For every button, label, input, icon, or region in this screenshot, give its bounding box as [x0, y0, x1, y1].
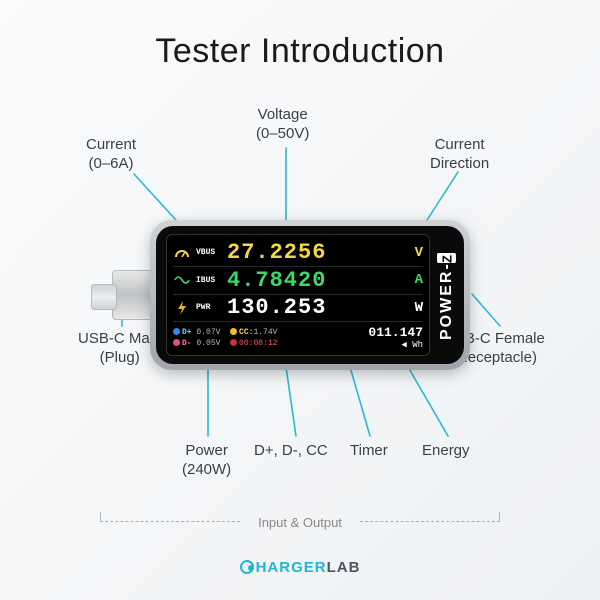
- logo-part2: LAB: [327, 559, 361, 576]
- callout-timer: Timer: [350, 442, 388, 461]
- logo-part1: HARGER: [256, 559, 327, 576]
- reading-value: 27.2256: [227, 240, 408, 265]
- timer-value: 00:08:12: [239, 339, 277, 348]
- reading-unit: V: [415, 245, 423, 261]
- logo-icon: [240, 560, 254, 574]
- callout-voltage: Voltage (0–50V): [256, 106, 309, 144]
- bottom-strip: D+ 0.07V CC:1.74V D- 0.05V 00:08:12 011.…: [173, 325, 423, 350]
- reading-label: VBUS: [196, 248, 222, 257]
- energy-block: 011.147 ◀ Wh: [368, 325, 423, 350]
- bolt-icon: [173, 299, 191, 317]
- dm-dot: [173, 339, 180, 346]
- callout-label: Current: [435, 136, 485, 153]
- callout-label: Voltage: [258, 106, 308, 123]
- usb-c-plug: [112, 270, 152, 320]
- brand-text: POWER-: [438, 263, 456, 341]
- device-bezel: POWER-Z VBUS 27.2256 V IBUS 4.: [156, 226, 464, 364]
- callout-sub: (0–50V): [256, 125, 309, 144]
- callout-label: Energy: [422, 442, 470, 459]
- callout-label: USB-C Male: [78, 330, 161, 347]
- callout-sub: (240W): [182, 461, 231, 480]
- page-title: Tester Introduction: [0, 32, 600, 71]
- cc-label: CC:1.74V: [239, 328, 277, 337]
- tester-device: POWER-Z VBUS 27.2256 V IBUS 4.: [150, 220, 470, 370]
- callout-sub: Direction: [430, 155, 489, 174]
- row-pwr: PWR 130.253 W: [173, 295, 423, 320]
- reading-value: 4.78420: [227, 268, 408, 293]
- callout-sub: (0–6A): [86, 155, 136, 174]
- cc-dot: [230, 328, 237, 335]
- device-screen: VBUS 27.2256 V IBUS 4.78420 A: [166, 234, 430, 356]
- callout-label: Timer: [350, 442, 388, 459]
- callout-current: Current (0–6A): [86, 136, 136, 174]
- callout-direction: Current Direction: [430, 136, 489, 174]
- dp-dot: [173, 328, 180, 335]
- chargerlab-logo: HARGERLAB: [0, 559, 600, 576]
- dm-label: D- 0.05V: [182, 339, 220, 348]
- callout-energy: Energy: [422, 442, 470, 461]
- row-ibus: IBUS 4.78420 A: [173, 268, 423, 293]
- io-label: Input & Output: [0, 515, 600, 530]
- callout-label: Power: [185, 442, 228, 459]
- callout-dpdm: D+, D-, CC: [254, 442, 328, 461]
- reading-label: PWR: [196, 303, 222, 312]
- energy-unit: Wh: [412, 340, 423, 350]
- gauge-icon: [173, 244, 191, 262]
- dp-label: D+ 0.07V: [182, 328, 220, 337]
- timer-dot: [230, 339, 237, 346]
- row-vbus: VBUS 27.2256 V: [173, 240, 423, 265]
- brand-suffix: Z: [438, 253, 457, 263]
- reading-unit: W: [415, 300, 423, 316]
- reading-unit: A: [415, 272, 423, 288]
- callout-power: Power (240W): [182, 442, 231, 480]
- brand-label: POWER-Z: [434, 226, 460, 364]
- wave-icon: [173, 271, 191, 289]
- callout-label: Current: [86, 136, 136, 153]
- reading-label: IBUS: [196, 276, 222, 285]
- callout-label: D+, D-, CC: [254, 442, 328, 459]
- callout-sub: (Plug): [78, 349, 161, 368]
- energy-value: 011.147: [368, 325, 423, 340]
- device-shell: POWER-Z VBUS 27.2256 V IBUS 4.: [150, 220, 470, 370]
- reading-value: 130.253: [227, 295, 408, 320]
- callout-usb-male: USB-C Male (Plug): [78, 330, 161, 368]
